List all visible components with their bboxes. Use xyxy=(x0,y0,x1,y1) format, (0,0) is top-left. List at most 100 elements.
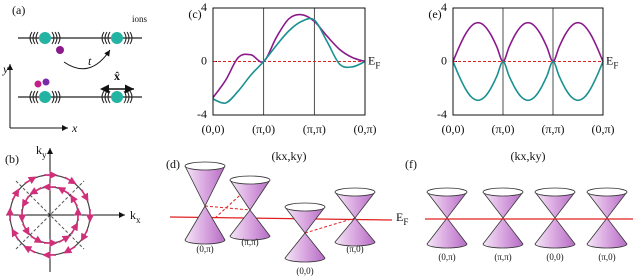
y-tick-label: -4 xyxy=(197,107,207,121)
axis-label-main: k xyxy=(130,208,136,222)
x-tick-label: (π,π) xyxy=(303,122,326,136)
cone-upper xyxy=(334,191,376,219)
nesting xyxy=(304,217,356,234)
x-tick-label: (0,π) xyxy=(353,122,376,136)
x-tick-label: (π,π) xyxy=(541,122,564,136)
diagonal xyxy=(15,180,85,250)
panel-label: (d) xyxy=(166,157,180,171)
nesting xyxy=(204,205,251,211)
field-arc xyxy=(32,31,36,45)
cone-lower xyxy=(586,217,628,249)
spin-arrow xyxy=(58,235,71,243)
point-label: (π,0) xyxy=(598,252,615,262)
cone-upper xyxy=(184,165,226,207)
brillouin-circles xyxy=(6,148,125,272)
field-arc xyxy=(126,31,130,45)
y-tick-label: 4 xyxy=(201,0,207,14)
cone-rim xyxy=(229,175,271,185)
x-tick-label: (0,π) xyxy=(591,122,614,136)
axis-label-sub: x xyxy=(136,215,141,225)
lattice xyxy=(18,37,142,98)
cone-upper xyxy=(534,191,576,219)
band-line xyxy=(452,21,604,63)
x-tick-label: (0,0) xyxy=(442,122,465,136)
point-label: (π,π) xyxy=(494,252,511,262)
field-arc xyxy=(32,90,36,104)
field-arc xyxy=(104,31,108,45)
cone-lower xyxy=(534,217,576,249)
x-axis-label: (kx,ky) xyxy=(511,149,546,163)
plot-frame xyxy=(212,7,366,116)
particle xyxy=(42,78,50,86)
axis-label: kx xyxy=(130,208,141,225)
cone-rim xyxy=(426,187,468,197)
plot-frame xyxy=(452,7,604,116)
cone-rim xyxy=(534,187,576,197)
spin-arrow xyxy=(21,195,30,208)
band-line xyxy=(212,13,366,99)
y-tick-label: 4 xyxy=(441,0,447,14)
axis-label: y xyxy=(2,62,9,76)
fermi-sub: F xyxy=(403,217,408,227)
ions xyxy=(29,31,133,104)
ion xyxy=(111,32,123,44)
spin-arrow xyxy=(70,222,79,235)
cone-lower xyxy=(482,217,524,249)
field-arc xyxy=(29,31,33,45)
x-tick-label: (π,0) xyxy=(491,122,514,136)
ion xyxy=(39,32,51,44)
spin-arrow xyxy=(57,186,70,195)
band-line xyxy=(452,60,604,102)
spin-arrow xyxy=(23,245,36,254)
cone-upper xyxy=(482,191,524,219)
panel-label: (b) xyxy=(5,152,19,166)
field-arc xyxy=(101,31,105,45)
cone-lower xyxy=(284,232,326,263)
x-tick-label: (0,0) xyxy=(202,122,225,136)
spin-arrow xyxy=(63,245,76,254)
field-arc xyxy=(35,31,39,45)
hop-arrow xyxy=(63,49,111,70)
spin-arrow xyxy=(30,235,43,244)
field-arc xyxy=(54,31,58,45)
field-arc xyxy=(54,90,58,104)
ion xyxy=(111,91,123,103)
cone-upper xyxy=(426,191,468,219)
panel-label: (f) xyxy=(405,157,417,171)
spin-arrow xyxy=(24,176,37,185)
fermi-main: E xyxy=(606,53,613,67)
fermi-label: EF xyxy=(606,53,618,70)
point-label: (π,0) xyxy=(346,244,363,254)
panel-label: (e) xyxy=(428,7,441,21)
axis-label-sub: y xyxy=(42,150,47,160)
cone-rim xyxy=(184,161,226,171)
cone-upper xyxy=(586,191,628,219)
band-line xyxy=(212,17,366,104)
axis-label-main: k xyxy=(36,143,42,157)
cone-rim xyxy=(334,187,376,197)
field-arc xyxy=(29,90,33,104)
fermi-sub: F xyxy=(613,61,618,71)
spin-arrow xyxy=(80,189,89,202)
field-arc xyxy=(57,31,61,45)
x-tick-label: (π,0) xyxy=(252,122,275,136)
y-tick-label: 0 xyxy=(441,53,447,67)
cone-upper xyxy=(229,179,271,211)
cone-rim xyxy=(284,202,326,212)
cone-rim xyxy=(482,187,524,197)
cone-upper xyxy=(284,206,326,234)
cones: (0,π) (π,π) (0,0) (π,0) xyxy=(169,161,393,276)
fermi-sub: F xyxy=(375,61,380,71)
direction-label: x̂ xyxy=(114,69,120,83)
y-tick-label: -4 xyxy=(437,107,447,121)
spin-arrow xyxy=(80,229,89,242)
particle xyxy=(34,80,42,88)
cone-rim xyxy=(586,187,628,197)
spin-arrow xyxy=(29,187,42,195)
field-arc xyxy=(51,90,55,104)
field-arc xyxy=(35,90,39,104)
x-axis-label: (kx,ky) xyxy=(272,149,307,163)
field-arc xyxy=(107,31,111,45)
fermi-label: EF xyxy=(396,210,408,227)
